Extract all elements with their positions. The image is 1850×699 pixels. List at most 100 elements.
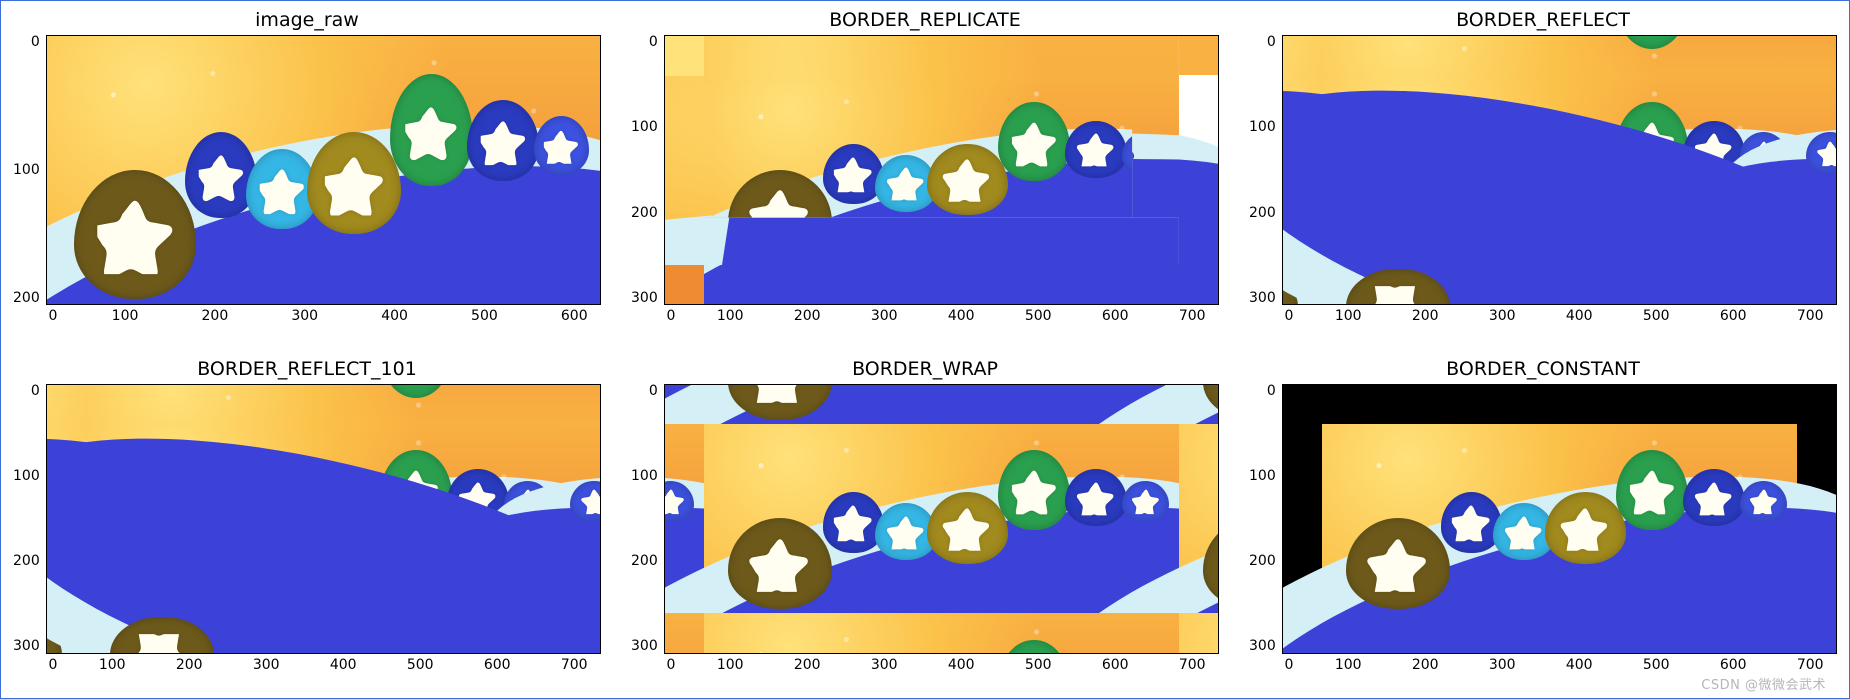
y-tick: 300 — [13, 639, 40, 653]
x-tick: 400 — [948, 658, 975, 672]
bean-b5 — [998, 450, 1069, 529]
star-icon — [1012, 465, 1056, 514]
bean-b4 — [927, 492, 1008, 564]
corner — [665, 265, 704, 304]
bean-b7 — [1740, 132, 1788, 174]
star-icon — [1505, 166, 1543, 201]
scene-image — [86, 384, 561, 424]
x-tick: 300 — [1489, 658, 1516, 672]
star-icon — [1560, 157, 1610, 202]
bean-b1 — [74, 170, 196, 299]
star-icon — [1077, 480, 1115, 515]
x-axis: 0100200300400500600700 — [631, 658, 1219, 672]
star-icon — [260, 164, 305, 214]
star-icon — [1131, 489, 1160, 515]
corner — [665, 36, 704, 75]
bean-b5 — [1616, 450, 1687, 529]
bean-b2 — [1441, 144, 1503, 205]
bean-b2 — [823, 144, 885, 205]
star-icon — [834, 155, 872, 193]
scene-image — [1322, 75, 1797, 264]
x-tick: 700 — [1179, 658, 1206, 672]
x-tick: 300 — [291, 309, 318, 323]
bean-b5 — [998, 640, 1069, 654]
star-icon — [481, 116, 526, 166]
star-icon — [579, 489, 601, 515]
y-axis: 0100200 — [13, 35, 46, 305]
star-icon — [1365, 187, 1430, 243]
x-tick: 600 — [1720, 658, 1747, 672]
y-tick: 300 — [631, 639, 658, 653]
x-tick: 300 — [871, 309, 898, 323]
x-tick: 400 — [1566, 309, 1593, 323]
y-tick: 100 — [1249, 120, 1276, 134]
subplot-title: BORDER_REPLICATE — [631, 9, 1219, 33]
bean-b6 — [1683, 121, 1745, 178]
subplot-constant: BORDER_CONSTANT 0100200300 0100200300400… — [1249, 358, 1837, 687]
y-tick: 200 — [1249, 206, 1276, 220]
bean-b6 — [1065, 469, 1127, 526]
x-axis: 0100200300400500600 — [13, 309, 601, 323]
river-dark — [46, 384, 601, 398]
star-icon — [394, 465, 438, 514]
bean-b2 — [205, 492, 267, 553]
bean-b6 — [1065, 121, 1127, 178]
scene-image — [561, 384, 601, 424]
scene-image — [1322, 35, 1797, 75]
y-axis: 0100200300 — [1249, 384, 1282, 654]
axes-image — [664, 35, 1219, 305]
scene-image — [704, 384, 1179, 424]
bean-b1 — [1203, 384, 1219, 421]
bean-b6 — [1683, 469, 1745, 526]
y-axis: 0100200300 — [631, 384, 664, 654]
x-tick: 700 — [561, 658, 588, 672]
x-tick: 600 — [561, 309, 588, 323]
bean-b4 — [1545, 144, 1626, 216]
subplot-title: BORDER_REFLECT_101 — [13, 358, 601, 382]
bean-b2 — [823, 492, 885, 553]
axes-image — [1282, 384, 1837, 654]
y-tick: 100 — [13, 163, 40, 177]
star-icon — [98, 194, 173, 274]
bean-b6 — [467, 100, 539, 180]
x-tick: 700 — [1797, 309, 1824, 323]
subplot-title: image_raw — [13, 9, 601, 33]
x-tick: 0 — [667, 658, 676, 672]
scene-image — [704, 613, 1179, 653]
y-tick: 300 — [1249, 639, 1276, 653]
star-icon — [1695, 480, 1733, 515]
x-tick: 0 — [49, 658, 58, 672]
x-axis: 0100200300400500600700 — [13, 658, 601, 672]
star-icon — [1560, 506, 1610, 551]
x-tick: 0 — [667, 309, 676, 323]
x-tick: 300 — [253, 658, 280, 672]
subplot-wrap: BORDER_WRAP 0100200300 — [631, 358, 1219, 687]
subplot-title: BORDER_CONSTANT — [1249, 358, 1837, 382]
scene-image — [1797, 75, 1837, 264]
star-icon — [942, 157, 992, 202]
scene-image — [47, 36, 600, 304]
bean-b1 — [110, 518, 215, 609]
x-tick: 300 — [1489, 309, 1516, 323]
scene-image — [1282, 75, 1322, 264]
star-icon — [459, 480, 497, 515]
bean-b1 — [110, 617, 215, 654]
x-tick: 100 — [112, 309, 139, 323]
scene-image — [1179, 613, 1219, 653]
scene-image — [1322, 424, 1797, 613]
bean-b7 — [1122, 481, 1170, 523]
bean-b5 — [998, 102, 1069, 181]
x-tick: 100 — [1335, 658, 1362, 672]
subplot-reflect: BORDER_REFLECT 0100200300 — [1249, 9, 1837, 338]
y-tick: 200 — [631, 206, 658, 220]
river-light — [664, 610, 1219, 654]
star-icon — [1505, 514, 1543, 549]
x-axis: 0100200300400500600700 — [631, 309, 1219, 323]
x-tick: 600 — [1102, 658, 1129, 672]
axes-image — [46, 35, 601, 305]
x-tick: 500 — [471, 309, 498, 323]
y-tick: 0 — [649, 384, 658, 398]
x-tick: 700 — [1179, 309, 1206, 323]
scene-image — [1282, 265, 1322, 305]
scene-image — [1179, 424, 1219, 613]
